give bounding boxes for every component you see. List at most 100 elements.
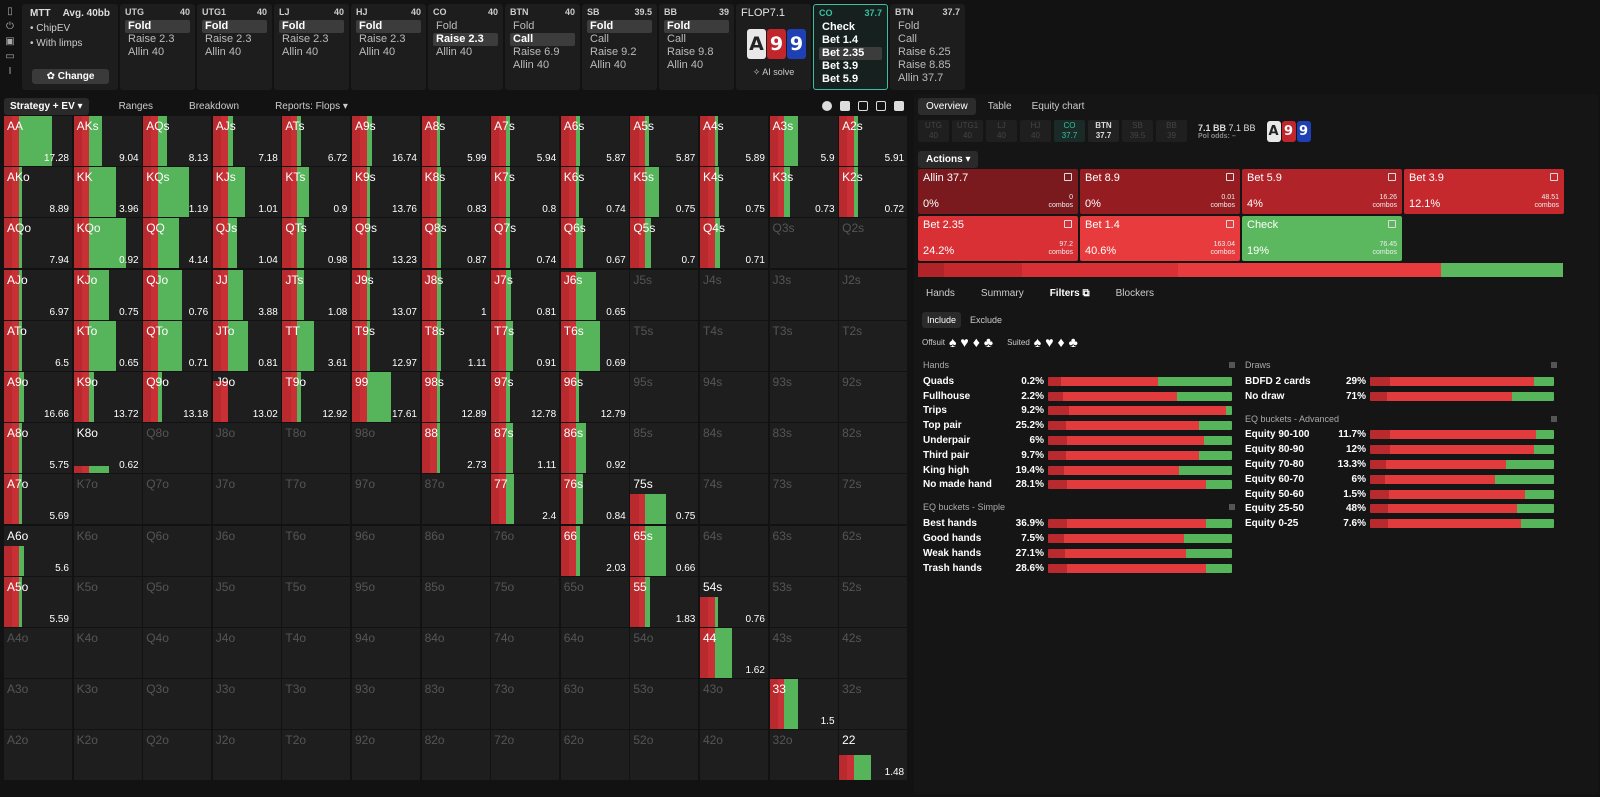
hand-cell[interactable]: J4s (699, 269, 768, 320)
hand-cell[interactable]: 66 2.03 (560, 525, 629, 576)
hand-cell[interactable]: 53s (769, 576, 838, 627)
hand-cell[interactable]: T5o (282, 576, 351, 627)
hand-cell[interactable]: 83s (769, 423, 838, 474)
tab-strategy-ev[interactable]: Strategy + EV ▾ (4, 97, 89, 115)
hand-cell[interactable]: 76s 0.84 (560, 474, 629, 525)
hand-cell[interactable]: K2o (73, 730, 142, 781)
hand-cell[interactable]: 93o (351, 679, 420, 730)
hand-cell[interactable]: Q8s 0.87 (421, 218, 490, 269)
seat-lj[interactable]: LJ 40 Fold Raise 2.3 Allin 40 (274, 4, 349, 90)
hand-cell[interactable]: KJs 1.01 (212, 167, 281, 218)
hand-cell[interactable]: Q9o 13.18 (143, 371, 212, 422)
hand-cell[interactable]: A9o 16.66 (4, 371, 72, 422)
include-button[interactable]: Include (922, 312, 962, 328)
hand-cell[interactable]: AQs 8.13 (143, 116, 212, 166)
position-chip[interactable]: LJ 40 (986, 120, 1017, 142)
seat-co[interactable]: CO 40 Fold Raise 2.3 Allin 40 (428, 4, 503, 90)
hand-cell[interactable]: AQo 7.94 (4, 218, 72, 269)
hand-cell[interactable]: 74s (699, 474, 768, 525)
filter-row[interactable]: Third pair 9.7% (923, 448, 1237, 463)
seat-action[interactable]: Allin 40 (359, 46, 396, 58)
seat-action[interactable]: Allin 40 (667, 59, 704, 71)
seat-action[interactable]: Fold (125, 20, 190, 33)
filter-row[interactable]: BDFD 2 cards 29% (1245, 374, 1559, 389)
hand-cell[interactable]: Q6o (143, 525, 212, 576)
filter-row[interactable]: Equity 70-80 13.3% (1245, 457, 1559, 472)
filter-row[interactable]: Equity 0-25 7.6% (1245, 516, 1559, 531)
seat-utg[interactable]: UTG 40 Fold Raise 2.3 Allin 40 (120, 4, 195, 90)
hand-cell[interactable]: K7s 0.8 (491, 167, 560, 218)
filter-row[interactable]: Trash hands 28.6% (923, 561, 1237, 576)
tab-hands[interactable]: Hands (926, 288, 955, 299)
seat-action[interactable]: Bet 5.9 (822, 73, 859, 85)
hand-cell[interactable]: Q6s 0.67 (560, 218, 629, 269)
hand-cell[interactable]: J2s (839, 269, 908, 320)
hand-cell[interactable]: 22 1.48 (839, 730, 908, 781)
seat-action[interactable]: Allin 40 (282, 46, 319, 58)
matrix-icon[interactable] (1064, 220, 1072, 228)
hand-cell[interactable]: Q9s 13.23 (351, 218, 420, 269)
hand-cell[interactable]: 52s (839, 576, 908, 627)
filter-row[interactable]: Trips 9.2% (923, 404, 1237, 419)
hand-cell[interactable]: KJo 0.75 (73, 269, 142, 320)
hand-cell[interactable]: J6s 0.65 (560, 269, 629, 320)
hand-cell[interactable]: J7o (212, 474, 281, 525)
hand-cell[interactable]: 44 1.62 (699, 627, 768, 678)
matrix-icon[interactable] (1388, 173, 1396, 181)
seat-action[interactable]: Fold (356, 20, 421, 33)
seat-action[interactable]: Fold (436, 20, 458, 32)
hand-cell[interactable]: K9o 13.72 (73, 371, 142, 422)
hand-cell[interactable]: 88 2.73 (421, 423, 490, 474)
seat-action[interactable]: Allin 40 (205, 46, 242, 58)
seat-action[interactable]: Raise 6.9 (513, 46, 560, 58)
tab-filters[interactable]: Filters ⧉ (1049, 288, 1090, 299)
save-icon[interactable]: ▣ (5, 36, 15, 47)
tab-table[interactable]: Table (987, 101, 1012, 112)
hand-cell[interactable]: A8o 5.75 (4, 423, 72, 474)
club-pair-icon[interactable]: ♣ (1068, 334, 1078, 350)
filter-row[interactable]: Top pair 25.2% (923, 418, 1237, 433)
position-chip[interactable]: UTG1 40 (952, 120, 983, 142)
action-card[interactable]: Allin 37.7 0% 0 combos (918, 169, 1078, 214)
contrast-icon[interactable] (840, 101, 850, 111)
heart-icon[interactable]: ♥ (960, 334, 969, 350)
bookmark-icon[interactable]: ▯ (7, 6, 13, 17)
seat-action[interactable]: Check (822, 21, 856, 33)
seat-sb[interactable]: SB 39.5 Fold Call Raise 9.2 Allin 40 (582, 4, 657, 90)
hand-cell[interactable]: AA 17.28 (4, 116, 72, 166)
position-chip[interactable]: UTG 40 (918, 120, 949, 142)
action-card[interactable]: Bet 3.9 12.1% 48.51 combos (1404, 169, 1564, 214)
action-card[interactable]: Bet 8.9 0% 0.01 combos (1080, 169, 1240, 214)
hand-cell[interactable]: K5o (73, 576, 142, 627)
hand-cell[interactable]: Q7s 0.74 (491, 218, 560, 269)
text-cursor-icon[interactable]: Ι (8, 66, 12, 77)
hand-cell[interactable]: J2o (212, 730, 281, 781)
hand-cell[interactable]: 96s 12.79 (560, 371, 629, 422)
hand-cell[interactable]: T6o (282, 525, 351, 576)
hand-cell[interactable]: J7s 0.81 (491, 269, 560, 320)
tab-summary[interactable]: Summary (980, 288, 1024, 299)
expand-icon[interactable] (876, 101, 886, 111)
hand-cell[interactable]: 84o (421, 627, 490, 678)
hand-cell[interactable]: 52o (630, 730, 699, 781)
hand-cell[interactable]: K6s 0.74 (560, 167, 629, 218)
hand-cell[interactable]: 84s (699, 423, 768, 474)
filter-row[interactable]: Equity 60-70 6% (1245, 472, 1559, 487)
hand-cell[interactable]: 32s (839, 679, 908, 730)
position-chip[interactable]: BB 39 (1156, 120, 1187, 142)
seat-action[interactable]: Allin 40 (128, 46, 165, 58)
filter-row[interactable]: King high 19.4% (923, 463, 1237, 478)
hand-cell[interactable]: 33 1.5 (769, 679, 838, 730)
hand-cell[interactable]: 87o (421, 474, 490, 525)
tab-ranges[interactable]: Ranges (118, 100, 154, 112)
hand-cell[interactable]: K2s 0.72 (839, 167, 908, 218)
matrix-icon[interactable] (1550, 173, 1558, 181)
matrix-icon[interactable] (1064, 173, 1072, 181)
hand-cell[interactable]: 92s (839, 371, 908, 422)
hand-cell[interactable]: A2o (4, 730, 72, 781)
filter-row[interactable]: No made hand 28.1% (923, 478, 1237, 493)
hand-cell[interactable]: JTs 1.08 (282, 269, 351, 320)
hand-cell[interactable]: 95s (630, 371, 699, 422)
actions-dropdown[interactable]: Actions ▾ (918, 151, 979, 168)
hand-cell[interactable]: AJo 6.97 (4, 269, 72, 320)
